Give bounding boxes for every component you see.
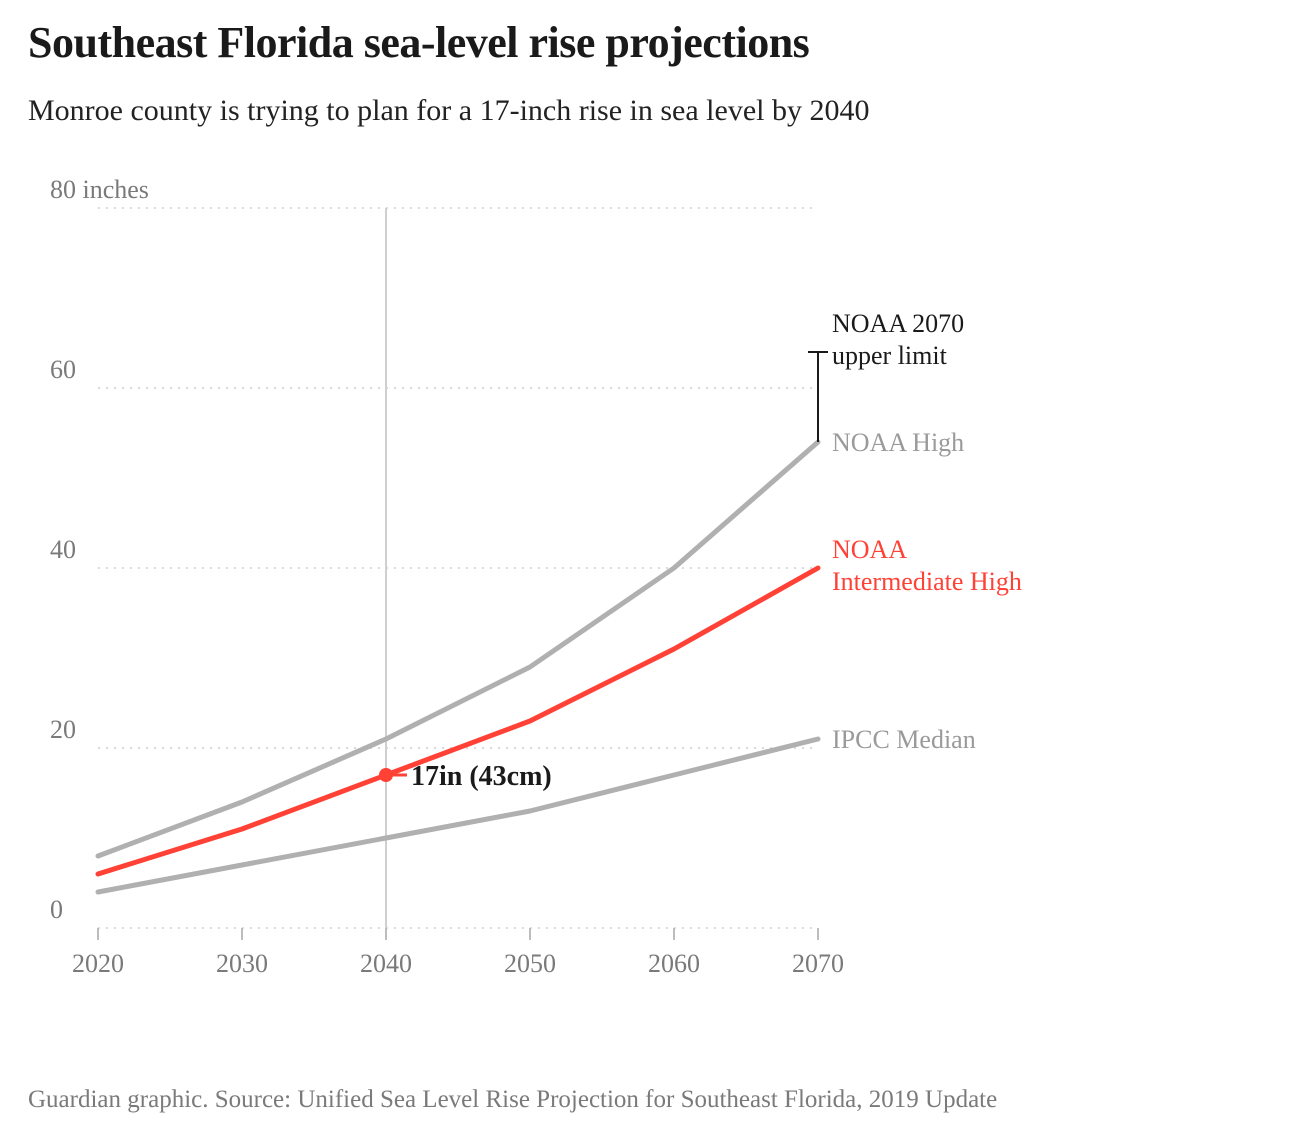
x-axis-label: 2020 (72, 949, 124, 978)
y-axis-label: 40 (50, 535, 76, 564)
x-axis-label: 2050 (504, 949, 556, 978)
chart-title: Southeast Florida sea-level rise project… (28, 18, 1262, 69)
x-axis-label: 2040 (360, 949, 412, 978)
chart-area: 020406080 inches202020302040205020602070… (28, 168, 1262, 1008)
series-label-noaa_intermediate_high: Intermediate High (832, 567, 1022, 596)
chart-subtitle: Monroe county is trying to plan for a 17… (28, 91, 1262, 130)
y-axis-label: 80 inches (50, 175, 149, 204)
series-noaa_intermediate_high (98, 568, 818, 874)
series-noaa_high (98, 442, 818, 856)
y-axis-label: 20 (50, 715, 76, 744)
upper-limit-label: upper limit (832, 341, 948, 370)
y-axis-label: 60 (50, 355, 76, 384)
source-caption: Guardian graphic. Source: Unified Sea Le… (28, 1083, 1262, 1117)
highlight-marker (379, 768, 393, 782)
line-chart-svg: 020406080 inches202020302040205020602070… (28, 168, 1262, 1008)
series-label-noaa_high: NOAA High (832, 428, 964, 457)
y-axis-label: 0 (50, 895, 63, 924)
highlight-label: 17in (43cm) (411, 761, 552, 792)
series-label-noaa_intermediate_high: NOAA (832, 535, 907, 564)
series-label-ipcc_median: IPCC Median (832, 725, 976, 754)
x-axis-label: 2070 (792, 949, 844, 978)
upper-limit-label: NOAA 2070 (832, 309, 964, 338)
x-axis-label: 2060 (648, 949, 700, 978)
x-axis-label: 2030 (216, 949, 268, 978)
